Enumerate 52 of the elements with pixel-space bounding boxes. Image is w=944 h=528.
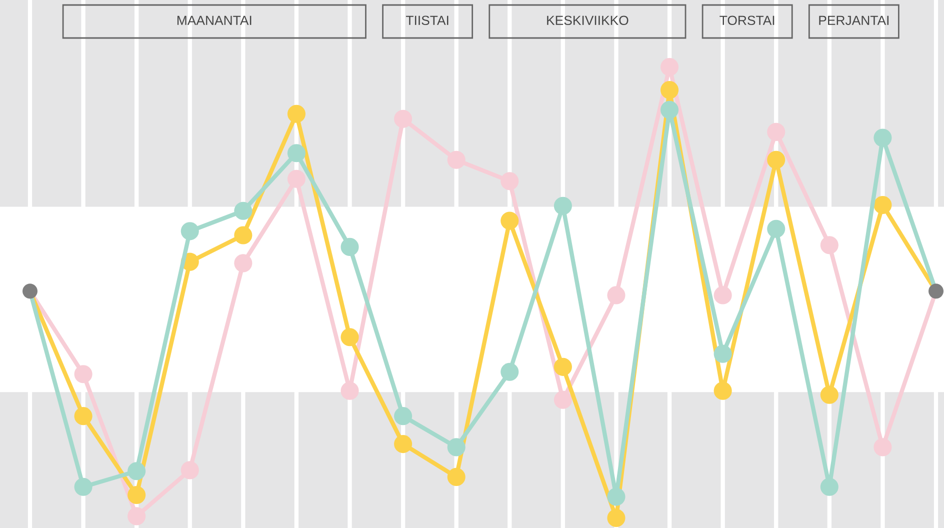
point — [767, 150, 786, 169]
point — [820, 478, 838, 496]
point — [767, 220, 786, 238]
point — [447, 468, 466, 486]
point — [340, 382, 359, 400]
point — [340, 328, 359, 346]
point — [447, 150, 466, 169]
point — [74, 407, 92, 426]
point — [607, 508, 626, 528]
point — [447, 438, 466, 456]
point — [660, 100, 679, 119]
point — [714, 382, 732, 400]
point — [234, 254, 252, 272]
point — [180, 222, 199, 240]
point — [234, 202, 252, 220]
point — [180, 461, 199, 480]
point — [287, 104, 306, 123]
point — [874, 438, 892, 456]
point — [500, 172, 519, 190]
point — [554, 358, 572, 376]
text: PERJANTAI — [819, 16, 889, 26]
point — [767, 122, 786, 141]
point — [128, 486, 146, 504]
point — [714, 286, 732, 304]
point — [128, 507, 146, 526]
point — [607, 286, 626, 304]
point — [554, 390, 572, 409]
text: KESKIVIIKKO — [547, 16, 628, 26]
point — [394, 435, 412, 454]
point — [874, 128, 892, 147]
point — [394, 110, 412, 128]
point — [128, 462, 146, 480]
point — [660, 58, 679, 76]
text: TIISTAI — [406, 16, 448, 26]
point — [74, 478, 92, 496]
point — [820, 386, 838, 404]
point — [287, 170, 306, 188]
point — [714, 344, 732, 363]
point — [74, 365, 92, 384]
point — [607, 488, 626, 506]
text: MAANANTAI — [177, 16, 252, 25]
point — [874, 196, 892, 214]
point — [500, 212, 519, 230]
point — [554, 196, 572, 215]
point — [660, 80, 679, 100]
point — [820, 236, 838, 254]
point — [340, 238, 359, 256]
text: TORSTAI — [720, 16, 774, 26]
point — [500, 362, 519, 381]
point — [287, 144, 306, 162]
point — [234, 226, 252, 244]
point — [394, 407, 412, 426]
